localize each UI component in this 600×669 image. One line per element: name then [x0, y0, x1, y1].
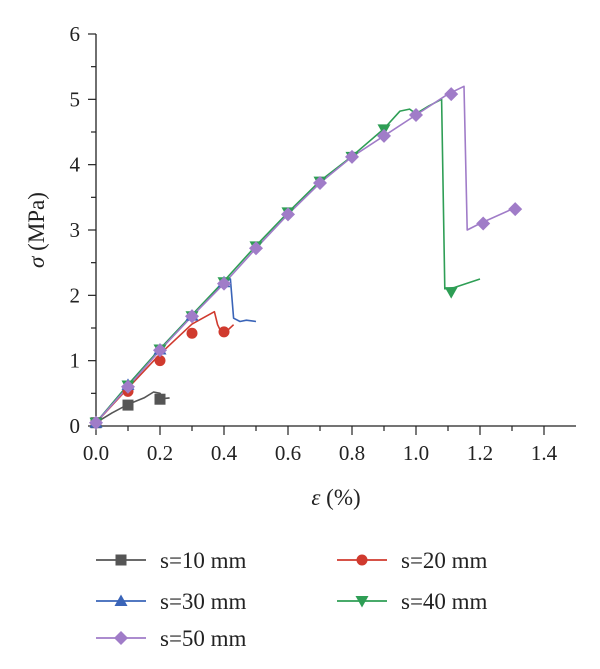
legend-marker	[356, 554, 368, 566]
x-tick-label: 1.4	[531, 441, 558, 465]
x-tick-label: 0.4	[211, 441, 238, 465]
legend-item: s=50 mm	[96, 626, 247, 651]
data-point	[409, 108, 423, 123]
y-tick-label: 3	[70, 218, 81, 242]
x-tick-label: 0.8	[339, 441, 365, 465]
y-axis-title: σ (MPa)	[24, 192, 49, 268]
data-point	[313, 175, 327, 190]
y-ticks: 0 1 2 3 4 5 6	[70, 22, 96, 438]
series-lines	[95, 85, 513, 424]
legend-marker	[355, 596, 369, 608]
plot-area: 0.0 0.2 0.4 0.6 0.8 1.0 1.2 1.4 0 1 2 3 4 5 6	[70, 22, 576, 465]
series-line	[95, 85, 513, 424]
data-point	[153, 343, 167, 358]
data-point	[154, 393, 166, 405]
x-axis-title: ε (%)	[311, 485, 360, 510]
data-point	[186, 327, 198, 339]
legend-marker	[114, 631, 128, 645]
series-line	[95, 278, 257, 424]
data-point	[122, 399, 134, 411]
x-tick-label: 0.0	[83, 441, 109, 465]
y-tick-label: 0	[70, 414, 81, 438]
data-point	[89, 415, 103, 430]
data-point	[121, 379, 135, 394]
legend-label: s=10 mm	[160, 548, 247, 573]
legend-item: s=30 mm	[96, 589, 247, 614]
data-point	[281, 207, 295, 222]
y-tick-label: 4	[70, 153, 81, 177]
y-tick-label: 5	[70, 87, 81, 111]
y-tick-label: 2	[70, 283, 81, 307]
legend-marker	[115, 554, 127, 566]
data-point	[249, 241, 263, 256]
data-point	[444, 87, 459, 102]
data-point	[185, 309, 199, 324]
data-point	[217, 276, 231, 291]
data-point	[345, 149, 359, 164]
legend-item: s=20 mm	[337, 548, 488, 573]
x-ticks: 0.0 0.2 0.4 0.6 0.8 1.0 1.2 1.4	[83, 426, 558, 465]
data-point	[377, 128, 391, 143]
x-tick-label: 1.2	[467, 441, 493, 465]
data-point	[508, 202, 523, 217]
legend-label: s=30 mm	[160, 589, 247, 614]
legend-marker	[114, 594, 128, 606]
x-tick-label: 0.2	[147, 441, 173, 465]
data-point	[218, 326, 230, 338]
series-line	[95, 310, 235, 424]
legend-label: s=20 mm	[401, 548, 488, 573]
legend-label: s=50 mm	[160, 626, 247, 651]
legend-item: s=40 mm	[337, 589, 488, 614]
x-tick-label: 0.6	[275, 441, 301, 465]
series-markers	[89, 87, 523, 430]
data-point	[444, 287, 458, 299]
legend-label: s=40 mm	[401, 589, 488, 614]
x-tick-label: 1.0	[403, 441, 429, 465]
legend: s=10 mm s=20 mm s=30 mm s=40 mm s=50 mm	[96, 548, 488, 651]
y-tick-label: 6	[70, 22, 81, 46]
legend-item: s=10 mm	[96, 548, 247, 573]
y-tick-label: 1	[70, 349, 81, 373]
data-point	[476, 216, 491, 231]
data-point	[154, 355, 166, 367]
series-line	[95, 98, 481, 424]
